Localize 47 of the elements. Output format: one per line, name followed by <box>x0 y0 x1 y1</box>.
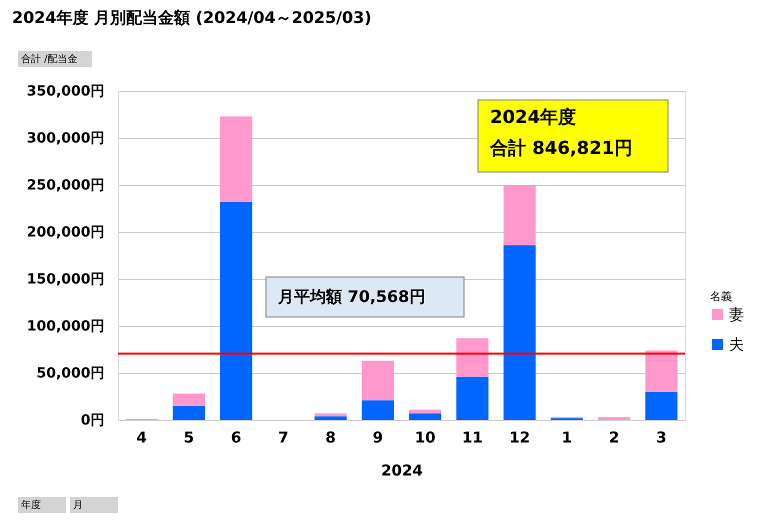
bar <box>220 116 252 202</box>
bar <box>456 376 488 420</box>
y-tick-label: 350,000円 <box>26 84 104 100</box>
legend-label: 妻 <box>729 306 744 324</box>
x-tick-label: 9 <box>372 428 384 446</box>
x-tick-label: 5 <box>184 428 194 446</box>
y-tick-label: 250,000円 <box>26 178 104 194</box>
bar <box>456 338 488 377</box>
y-tick-label: 200,000円 <box>26 224 104 240</box>
x-tick-label: 10 <box>414 428 436 446</box>
x-tick-label: 1 <box>562 428 572 446</box>
y-tick-label: 100,000円 <box>26 318 104 334</box>
x-tick-label: 8 <box>325 428 336 446</box>
chart-title: 2024年度 月別配当金額 (2024/04～2025/03) <box>12 8 372 27</box>
annotation: 2024年度 <box>490 107 576 128</box>
y-tick-label: 50,000円 <box>36 366 104 382</box>
x-tick-label: 2 <box>608 428 620 446</box>
bar <box>409 413 442 420</box>
bar <box>598 417 630 420</box>
annotation: 合計 846,821円 <box>489 138 632 159</box>
bar <box>362 360 394 400</box>
bar <box>409 410 442 414</box>
x-tick-label: 11 <box>462 428 483 446</box>
y-tick-label: 300,000円 <box>26 130 104 146</box>
text: 合計 /配当金 <box>21 53 78 65</box>
bar <box>314 416 347 420</box>
x-tick-label: 12 <box>509 428 530 446</box>
x-tick-label: 3 <box>656 428 667 446</box>
bar <box>504 185 536 246</box>
bar <box>220 202 252 420</box>
text: 月 <box>73 500 83 511</box>
legend-title: 名義 <box>710 290 732 303</box>
bar <box>645 392 678 420</box>
y-tick-label: 0円 <box>80 412 104 428</box>
bar <box>172 394 205 406</box>
ref-line-label: 月平均額 70,568円 <box>277 287 426 306</box>
bar <box>172 406 205 420</box>
bar <box>362 400 394 420</box>
text: 年度 <box>21 499 41 511</box>
x-axis-title: 2024 <box>381 462 423 480</box>
x-tick-label: 6 <box>230 428 242 446</box>
x-tick-label: 4 <box>136 428 147 446</box>
x-tick-label: 7 <box>278 428 289 446</box>
legend-label: 夫 <box>729 336 744 354</box>
bar <box>504 245 536 420</box>
y-tick-label: 150,000円 <box>26 272 104 288</box>
bar <box>645 350 678 392</box>
